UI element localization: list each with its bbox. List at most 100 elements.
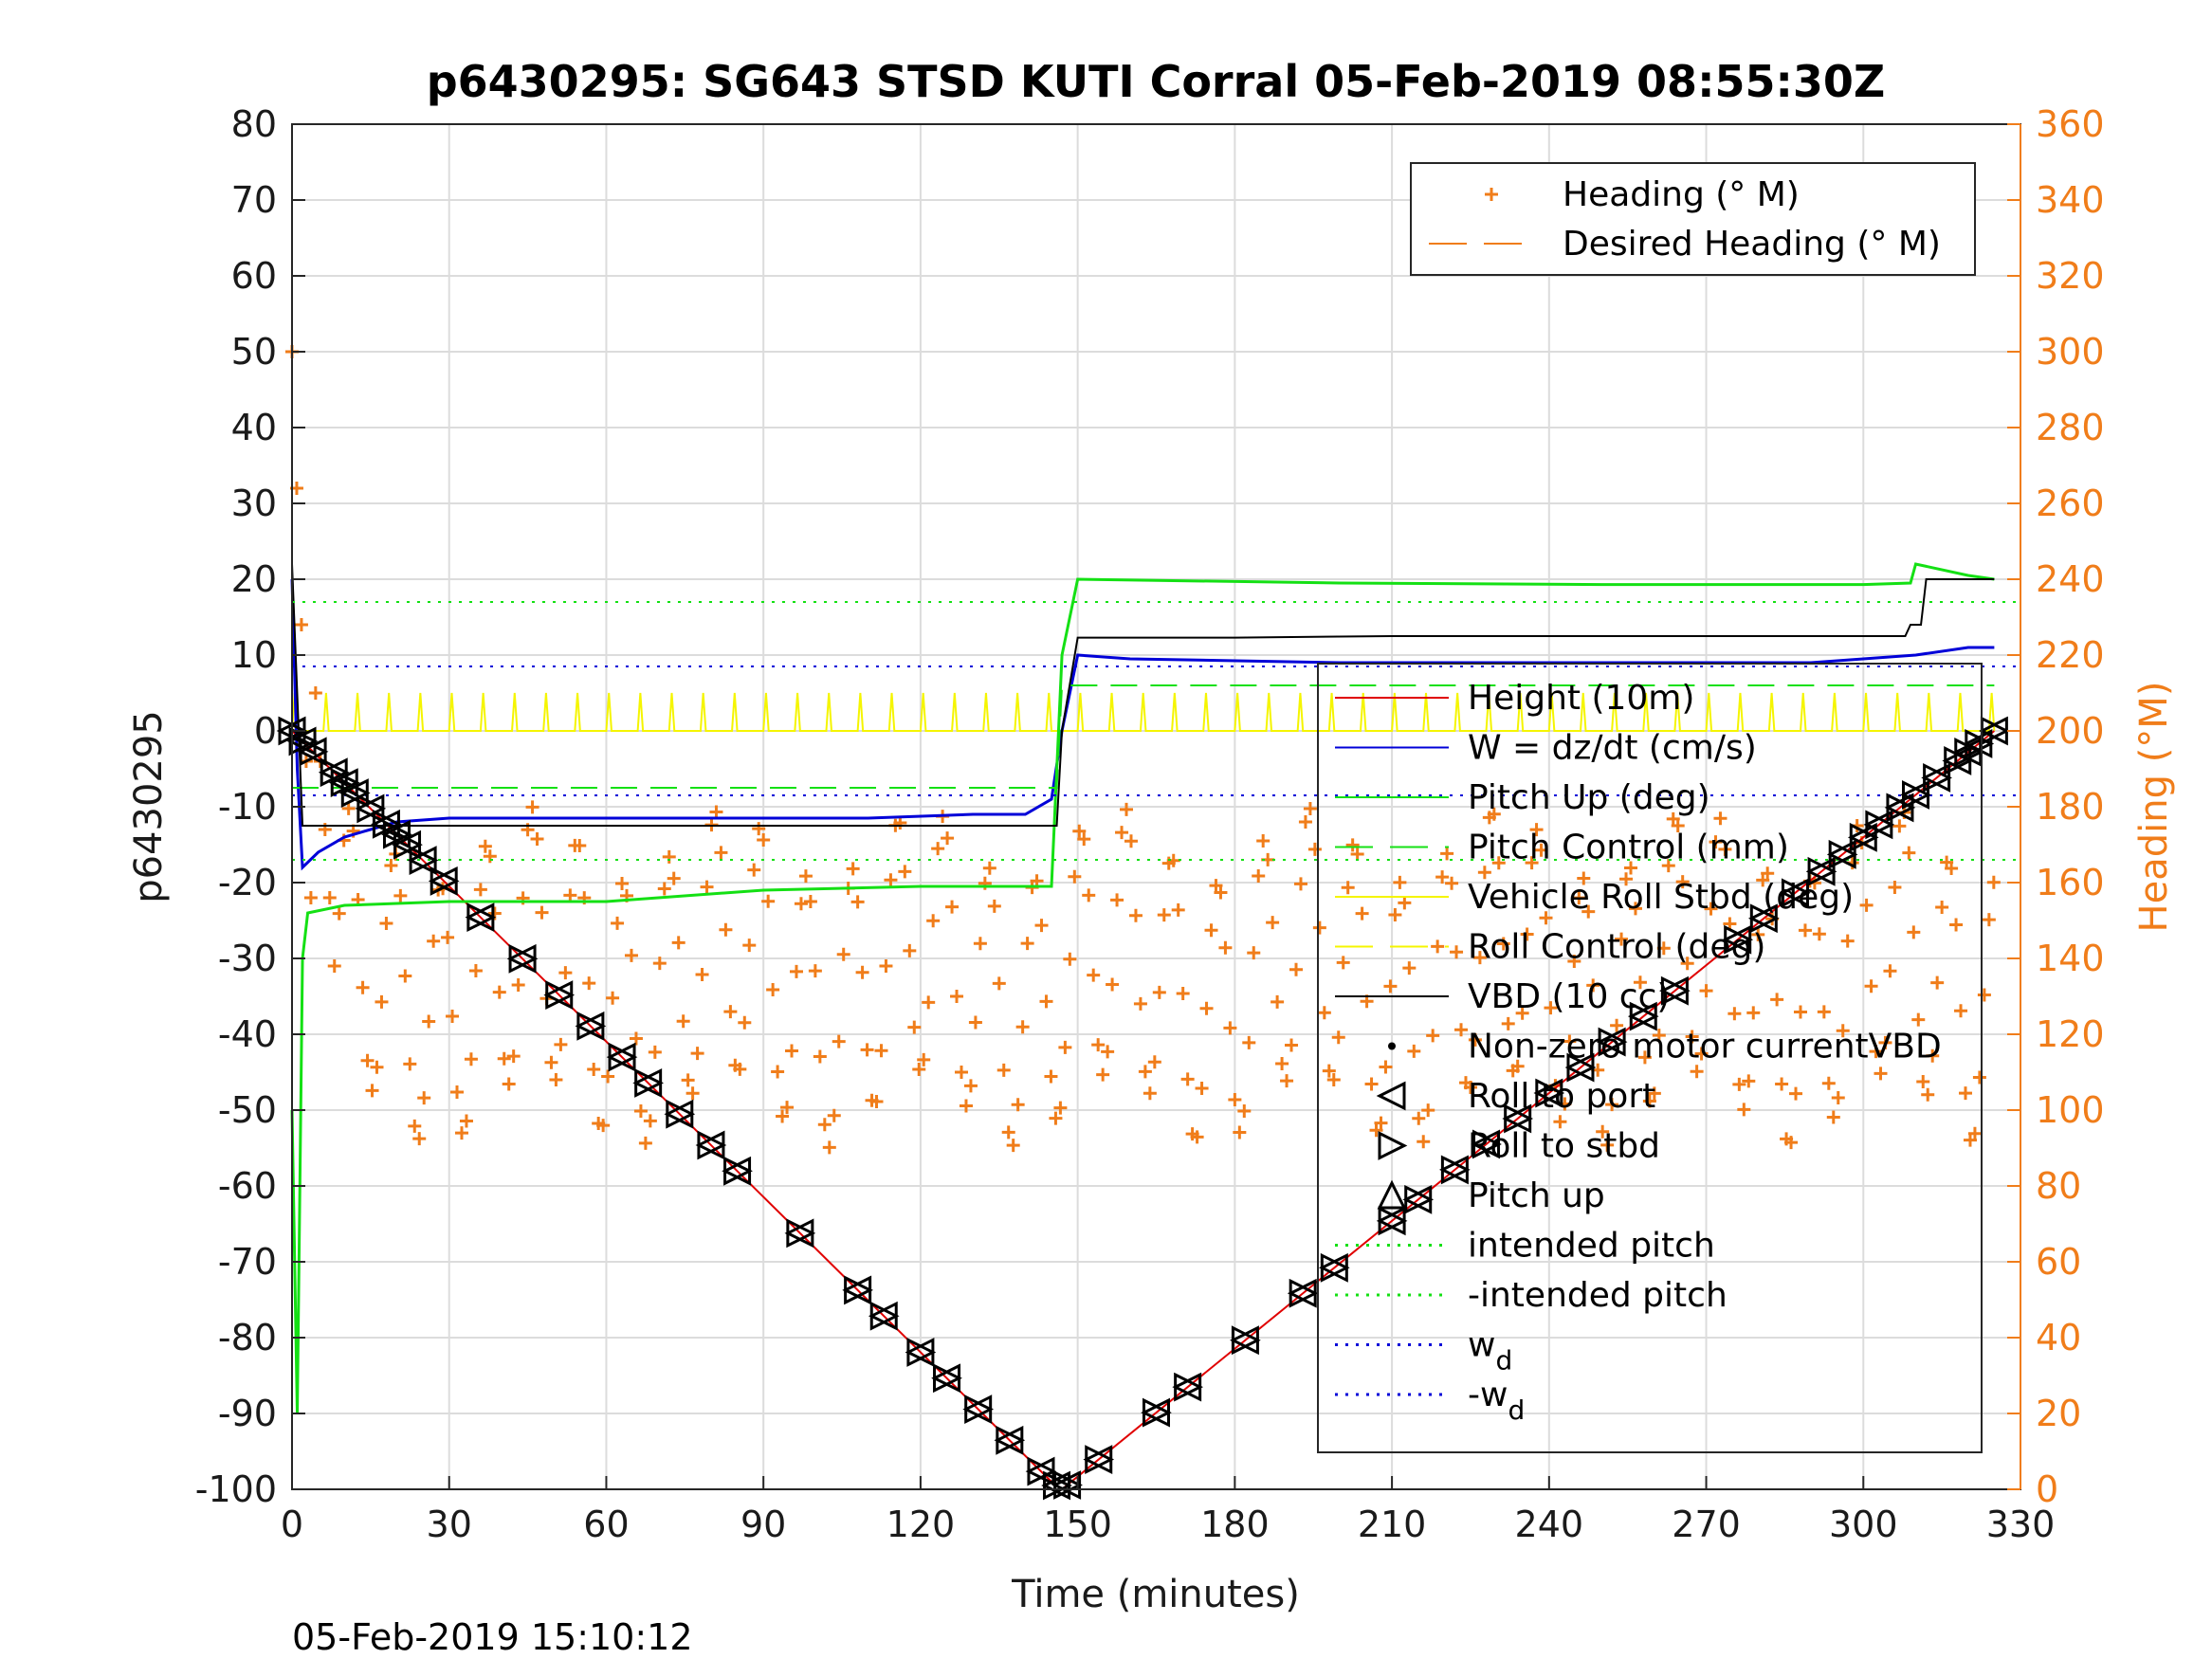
heading-point [563,888,577,902]
heading-point [1285,1038,1299,1052]
roll-port-marker [1805,856,1836,886]
roll-port-marker [1041,1470,1071,1501]
heading-point [808,964,822,978]
heading-point [1398,896,1412,910]
legend-label: Desired Heading (° M) [1563,225,1941,264]
x-tick-label: 150 [1043,1504,1112,1545]
legend-label-subscript: d [1508,1395,1525,1426]
legend-swatch-tri-left [1376,1081,1406,1111]
heading-point [1628,902,1642,916]
y-left-tick-label: 70 [231,179,277,221]
heading-point [1355,906,1369,921]
heading-point [558,966,573,980]
legend-label: Roll to stbd [1468,1127,1660,1166]
heading-point [1869,1045,1883,1059]
chart-title: p6430295: SG643 STSD KUTI Corral 05-Feb-… [427,56,1886,107]
y-left-tick-label: 40 [231,407,277,448]
y-right-tick-label: 140 [2036,938,2105,979]
heading-point [1694,1047,1709,1061]
heading-point [1718,842,1732,856]
heading-point [676,1014,690,1029]
heading-point [1967,1126,1982,1140]
heading-point [606,991,620,1005]
heading-point [1986,875,2001,889]
legend-main-frame [1317,663,1983,1453]
heading-point [633,1104,648,1119]
heading-point [1379,1060,1393,1074]
roll-port-marker [962,1395,993,1424]
heading-point [1945,861,1959,875]
heading-point [1883,964,1897,978]
timestamp: 05-Feb-2019 15:10:12 [292,1616,693,1658]
y-left-tick-label: 30 [231,483,277,524]
heading-point [1431,939,1445,954]
series-layer [285,345,2020,1491]
roll-port-marker [1884,793,1914,823]
heading-point [1742,1074,1756,1088]
heading-point [926,914,941,928]
heading-point [403,1057,417,1071]
y-right-tick-label: 20 [2036,1393,2081,1434]
y-left-tick-label: -90 [218,1393,277,1434]
heading-point [1266,916,1280,930]
heading-point [738,1015,752,1030]
heading-point [803,895,817,909]
y-left-tick-label: 10 [231,634,277,676]
heading-point [1544,1001,1558,1015]
heading-point [1685,1030,1699,1044]
roll-port-marker [371,809,400,839]
heading-point [365,1084,379,1098]
roll-port-marker [1172,1372,1202,1402]
heading-point [1176,986,1190,1000]
roll-port-marker [1502,1103,1532,1134]
heading-point [1242,1035,1256,1049]
heading-point [1049,1111,1063,1125]
heading-point [1237,1104,1252,1119]
heading-point [1864,979,1878,994]
heading-point [709,805,723,819]
legend-main: Height (10m) W = dz/dt (cm/s) Pitch Up (de… [1317,663,1983,1453]
heading-point [1331,1030,1345,1045]
y-left-tick-label: -20 [218,862,277,903]
heading-point [1435,870,1450,884]
heading-point [1789,1086,1803,1101]
heading-point [1477,866,1491,880]
y-right-tick-label: 200 [2036,710,2105,752]
legend-label: Height (10m) [1468,679,1694,718]
heading-point [322,891,337,904]
y-right-tick-label: 160 [2036,862,2105,903]
y-left-tick-label: -50 [218,1089,277,1131]
heading-point [582,976,596,991]
heading-point [922,995,936,1010]
heading-point [1138,1065,1152,1079]
y-right-tick-label: 220 [2036,634,2105,676]
roll-port-marker [1747,903,1778,934]
heading-point [1001,1125,1015,1139]
heading-point [752,822,766,836]
roll-port-marker [407,846,437,875]
heading-point [1690,1065,1704,1079]
heading-point [1859,898,1874,912]
legend-label-text: Pitch Control (mm) [1468,829,1789,867]
legend-label-text: VBD (10 cc) [1468,977,1670,1016]
heading-point [1271,994,1285,1009]
heading-point [1926,1048,1940,1063]
legend-swatch-dot [1388,1042,1396,1050]
heading-point [1826,1110,1840,1124]
heading-point [1402,961,1417,975]
roll-port-marker [1533,1078,1563,1108]
heading-point [761,894,776,908]
heading-point [1501,1016,1515,1030]
heading-point [1624,861,1637,875]
roll-port-marker [905,1338,935,1367]
heading-point [1204,923,1218,938]
heading-point [303,891,318,904]
y-left-tick-label: -100 [195,1468,277,1510]
heading-point [341,801,356,815]
heading-point [945,900,960,914]
heading-point [587,1062,601,1076]
heading-point [846,862,860,876]
heading-point [1525,856,1539,870]
heading-point [615,876,630,890]
series-pitch-up-deg- [290,562,1995,1414]
